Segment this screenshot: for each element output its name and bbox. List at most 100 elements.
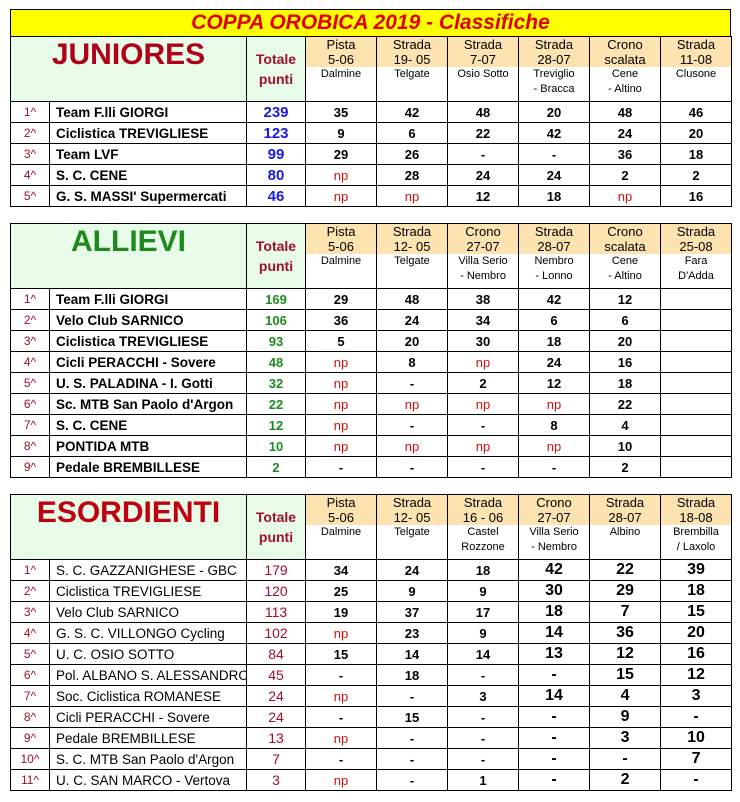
- location-line: Dalmine: [320, 68, 362, 80]
- table-row: 1^ Team F.lli GIORGI 239 35 42 48 20 48 46: [10, 101, 732, 123]
- event-type: Crono: [607, 37, 643, 52]
- event-location: Villa Serio - Nembro: [447, 254, 520, 289]
- event-points: 12: [518, 372, 591, 394]
- table-row: 9^ Pedale BREMBILLESE 2- - - -2: [10, 456, 733, 478]
- event-points: -: [305, 456, 378, 478]
- event-points: 18: [518, 330, 591, 352]
- event-points: 6: [376, 122, 448, 144]
- event-points: [660, 330, 733, 352]
- event-points: 42: [518, 122, 590, 144]
- event-points: 9: [447, 580, 520, 602]
- total-points: 22: [246, 393, 307, 415]
- event-points: 16: [589, 351, 662, 373]
- event-points: 15: [589, 664, 662, 686]
- event-type: Strada: [463, 495, 503, 510]
- event-location: Dalmine: [305, 254, 378, 289]
- total-points: 2: [246, 456, 307, 478]
- event-header: Strada 12- 05: [376, 223, 449, 254]
- event-points: -: [518, 456, 591, 478]
- total-points: 3: [246, 769, 307, 791]
- rank: 5^: [10, 372, 50, 394]
- event-points: 2: [589, 456, 662, 478]
- category-title: JUNIORES: [10, 36, 247, 102]
- location-line: Dalmine: [320, 255, 362, 267]
- location-line: Albino: [609, 526, 641, 538]
- location-line: Fara: [684, 255, 708, 267]
- event-points: 9: [447, 622, 520, 644]
- event-points: 15: [376, 706, 449, 728]
- event-type: Strada: [392, 37, 432, 52]
- total-points: 99: [246, 143, 306, 165]
- event-points: 18: [518, 185, 590, 207]
- total-points: 46: [246, 185, 306, 207]
- event-points: 36: [589, 143, 661, 165]
- event-date: scalata: [604, 239, 646, 254]
- event-type: Crono: [607, 224, 643, 239]
- event-points: 9: [589, 706, 662, 728]
- team-name: Team LVF: [49, 143, 247, 165]
- event-points: -: [660, 706, 733, 728]
- event-location: Dalmine: [305, 67, 377, 102]
- event-header: Pista 5-06: [305, 36, 377, 67]
- event-points: 4: [589, 414, 662, 436]
- table-row: 3^ Ciclistica TREVIGLIESE 93 5 20 30 18 20: [10, 330, 733, 352]
- event-points: np: [376, 185, 448, 207]
- event-header: Strada 28-07: [589, 494, 662, 525]
- location-line: - Altino: [608, 270, 642, 282]
- event-points: -: [447, 748, 520, 770]
- event-points: -: [305, 748, 378, 770]
- event-date: 28-07: [537, 52, 571, 67]
- event-type: Strada: [392, 224, 432, 239]
- total-points: 120: [246, 580, 307, 602]
- team-name: Velo Club SARNICO: [48, 601, 248, 623]
- event-points: 3: [447, 685, 520, 707]
- event-type: Pista: [326, 495, 356, 510]
- event-type: Pista: [326, 37, 356, 52]
- event-date: 11-08: [679, 52, 713, 67]
- event-points: 22: [589, 559, 662, 581]
- rank: 5^: [10, 643, 50, 665]
- event-date: 12- 05: [393, 239, 431, 254]
- total-points: 48: [246, 351, 307, 373]
- event-date: 28-07: [608, 510, 642, 525]
- event-points: np: [305, 435, 378, 457]
- event-points: 9: [305, 122, 377, 144]
- event-points: np: [305, 393, 378, 415]
- rank: 8^: [10, 706, 50, 728]
- location-line: Telgate: [394, 68, 430, 80]
- event-location: Clusone: [660, 67, 732, 102]
- event-points: -: [447, 143, 519, 165]
- event-points: -: [447, 414, 520, 436]
- event-points: 4: [589, 685, 662, 707]
- total-label: punti: [258, 529, 294, 545]
- event-location: Nembro - Lonno: [518, 254, 591, 289]
- event-points: 20: [660, 622, 733, 644]
- event-points: 2: [447, 372, 520, 394]
- event-type: Pista: [326, 224, 356, 239]
- event-points: -: [518, 769, 591, 791]
- table-row: 6^ Pol. ALBANO S. ALESSANDRO 45-18- -15 12: [10, 664, 733, 686]
- event-date: 27-07: [537, 510, 571, 525]
- event-points: -: [376, 727, 449, 749]
- event-location: Dalmine: [305, 525, 378, 560]
- event-points: np: [589, 185, 661, 207]
- event-points: 42: [518, 288, 591, 310]
- event-type: Strada: [392, 495, 432, 510]
- event-points: [660, 372, 733, 394]
- event-points: -: [447, 706, 520, 728]
- table-row: 5^ U. C. OSIO SOTTO 84 15 14 14 13 12 16: [10, 643, 733, 665]
- event-header: Strada 18-08: [660, 494, 733, 525]
- event-points: [660, 309, 733, 331]
- page-title: COPPA OROBICA 2019 - Classifiche: [10, 9, 731, 36]
- table-row: 1^ Team F.lli GIORGI 169 29 48 38 42 12: [10, 288, 733, 310]
- event-points: 20: [660, 122, 732, 144]
- event-points: -: [305, 706, 378, 728]
- standings-table-allievi: ALLIEVI Totale punti Pista 5-06 Strada 12- 05 C…: [9, 223, 733, 478]
- event-date: 7-07: [469, 52, 497, 67]
- event-points: 24: [589, 122, 661, 144]
- event-type: Strada: [676, 495, 716, 510]
- event-points: 24: [376, 559, 449, 581]
- event-points: 12: [660, 664, 733, 686]
- rank: 3^: [10, 601, 50, 623]
- location-line: Castel: [467, 526, 499, 538]
